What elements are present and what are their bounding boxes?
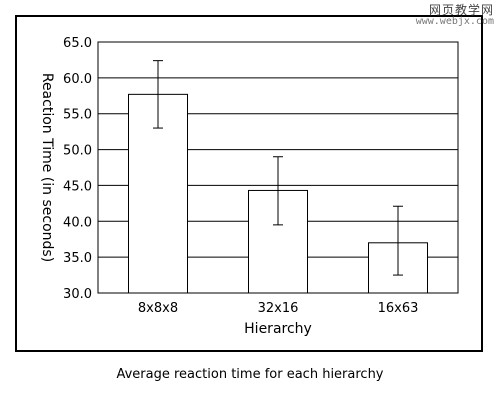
y-tick-label: 65.0 (63, 36, 92, 51)
y-axis-ticks: 30.0 35.0 40.0 45.0 50.0 55.0 60.0 65.0 (63, 36, 92, 302)
x-tick-label: 8x8x8 (138, 301, 178, 316)
y-tick-label: 55.0 (63, 108, 92, 123)
y-tick-label: 40.0 (63, 215, 92, 230)
plot-area-border (97, 41, 459, 294)
figure-caption: Average reaction time for each hierarchy (116, 367, 384, 382)
y-tick-label: 60.0 (63, 72, 92, 87)
y-tick-label: 30.0 (63, 287, 92, 302)
watermark-text: 网页教学网 (428, 3, 494, 17)
y-axis-label: Reaction Time (in seconds) (39, 73, 55, 262)
x-axis-label: Hierarchy (244, 321, 312, 337)
x-axis-ticks: 8x8x8 32x16 16x63 (138, 301, 418, 316)
x-tick-label: 16x63 (378, 301, 419, 316)
y-tick-label: 50.0 (63, 144, 92, 159)
watermark: 网页教学网 www.webjx.com (416, 4, 494, 27)
error-bars (153, 60, 403, 276)
y-tick-label: 35.0 (63, 251, 92, 266)
y-tick-label: 45.0 (63, 179, 92, 194)
figure-frame (15, 15, 483, 352)
x-tick-label: 32x16 (258, 301, 299, 316)
watermark-url: www.webjx.com (415, 15, 494, 27)
